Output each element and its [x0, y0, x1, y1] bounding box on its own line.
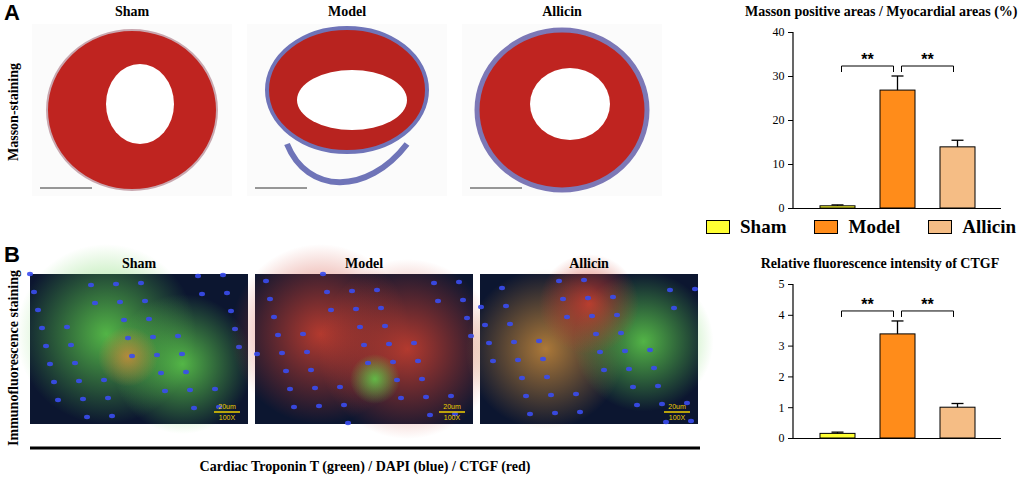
svg-text:100X: 100X — [219, 414, 236, 421]
html-text:Sham: Sham — [740, 216, 787, 237]
svg-text:Sham: Sham — [115, 4, 150, 19]
svg-text:Allicin: Allicin — [542, 4, 582, 19]
svg-text:1: 1 — [779, 401, 785, 415]
svg-text:20um: 20um — [443, 403, 461, 410]
svg-text:**: ** — [861, 296, 874, 313]
svg-text:Model: Model — [328, 4, 366, 19]
svg-text:30: 30 — [773, 69, 785, 83]
svg-text:B: B — [4, 242, 20, 267]
svg-text:Allicin: Allicin — [569, 256, 609, 271]
svg-text:Masson-staining: Masson-staining — [6, 63, 21, 161]
svg-text:5: 5 — [779, 277, 785, 291]
html-text:Allicin: Allicin — [962, 216, 1016, 237]
svg-text:Model: Model — [345, 256, 383, 271]
svg-text:100X: 100X — [669, 414, 686, 421]
svg-text:Sham: Sham — [122, 256, 157, 271]
svg-text:Cardiac Troponin T (green) / D: Cardiac Troponin T (green) / DAPI (blue)… — [200, 459, 531, 475]
svg-text:3: 3 — [779, 339, 785, 353]
svg-text:20: 20 — [773, 113, 785, 127]
svg-text:40: 40 — [773, 25, 785, 39]
svg-text:**: ** — [921, 51, 934, 68]
html-text:Model: Model — [848, 216, 901, 237]
svg-text:**: ** — [861, 51, 874, 68]
svg-text:0: 0 — [779, 201, 785, 214]
html-text:Masson positive areas / Myocar: Masson positive areas / Myocardial areas… — [745, 4, 1018, 19]
svg-text:0: 0 — [779, 431, 785, 444]
svg-text:10: 10 — [773, 157, 785, 171]
svg-text:**: ** — [921, 296, 934, 313]
svg-text:A: A — [4, 0, 20, 25]
svg-text:Immunofluorescence staining: Immunofluorescence staining — [6, 270, 21, 446]
svg-text:20um: 20um — [668, 403, 686, 410]
svg-text:4: 4 — [779, 308, 785, 322]
html-text:Relative fluorescence intensit: Relative fluorescence intensity of CTGF — [760, 256, 1000, 271]
svg-text:2: 2 — [779, 370, 785, 384]
svg-text:100X: 100X — [444, 414, 461, 421]
svg-text:20um: 20um — [218, 403, 236, 410]
